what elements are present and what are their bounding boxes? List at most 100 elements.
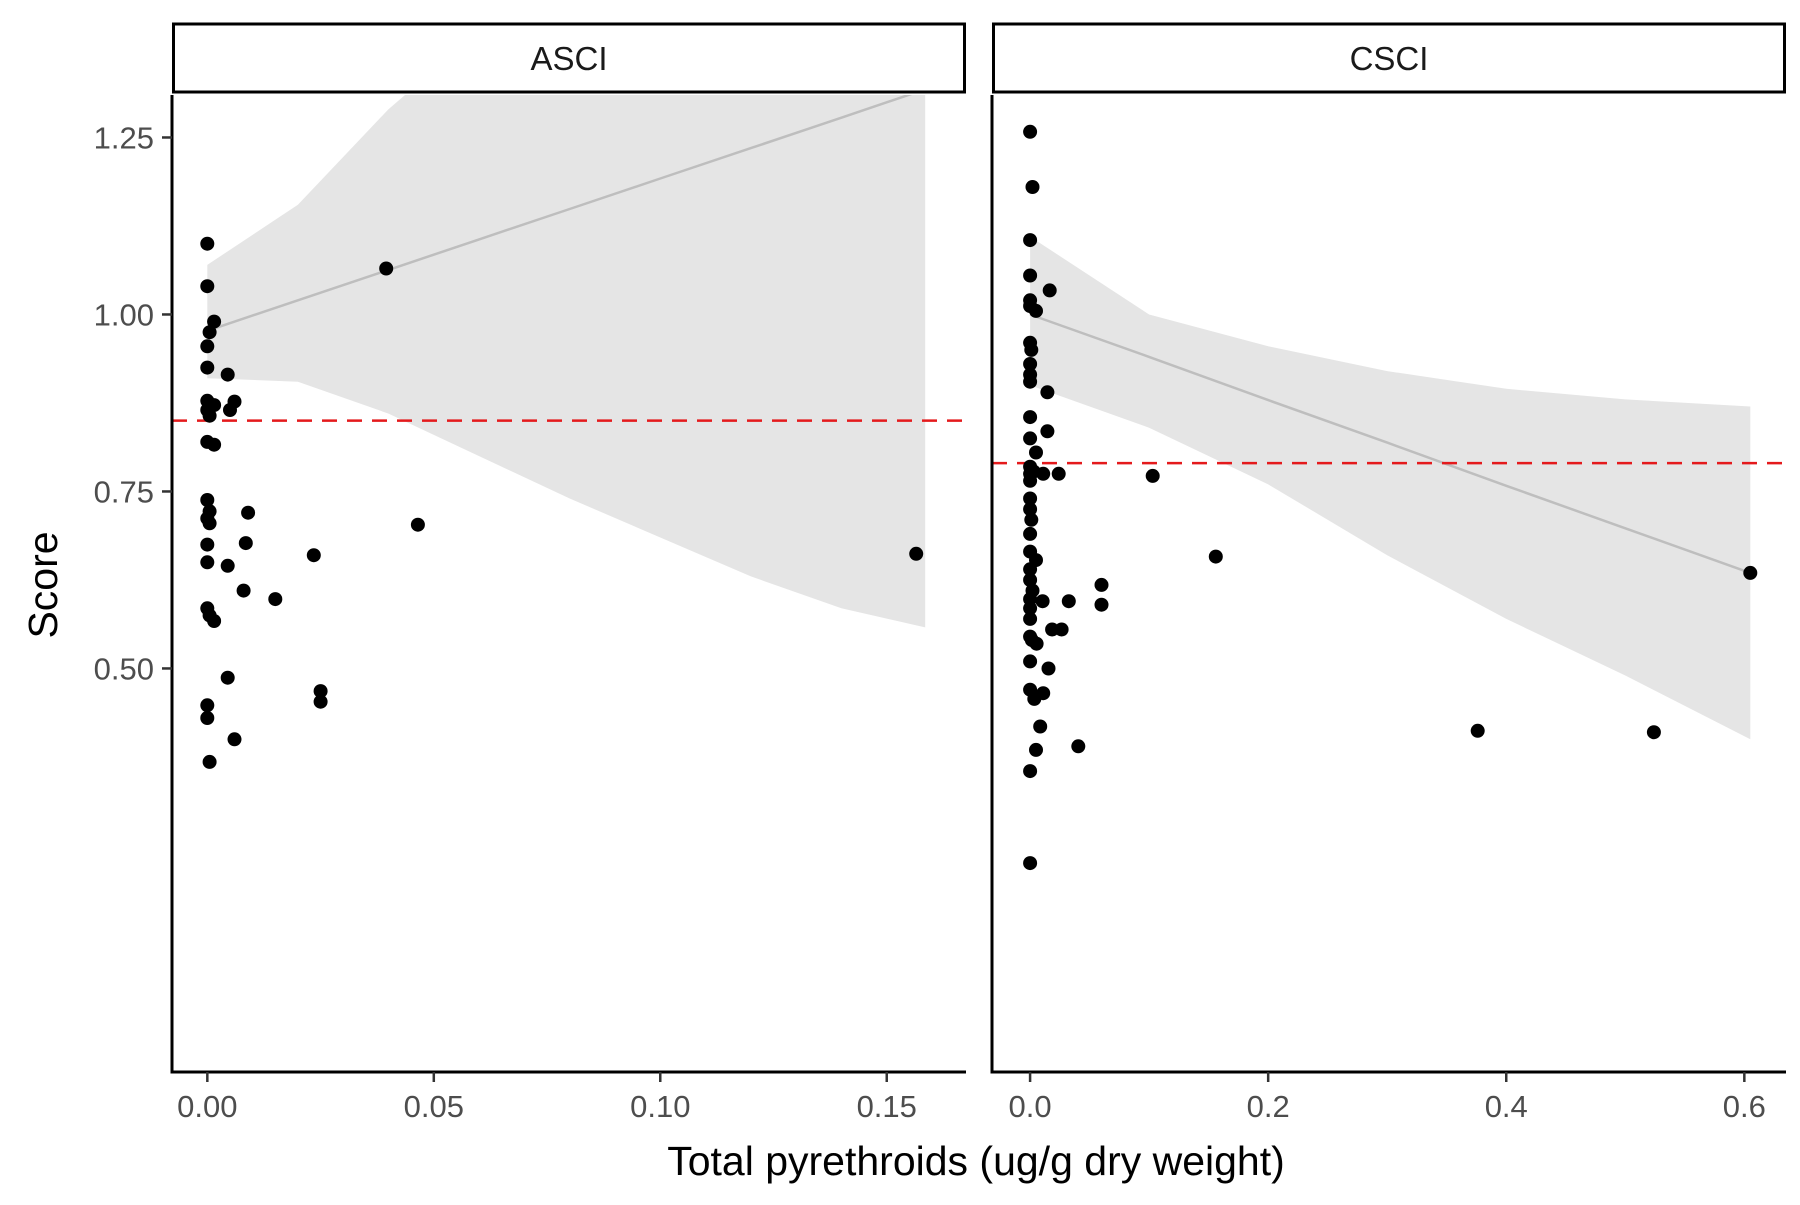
data-point-asci xyxy=(313,684,328,699)
data-point-asci xyxy=(306,548,321,563)
data-point-asci xyxy=(410,517,425,532)
data-point-csci xyxy=(1023,233,1038,248)
data-point-csci xyxy=(1024,512,1039,527)
y-tick-label: 1.00 xyxy=(94,297,154,332)
data-point-asci xyxy=(200,236,215,251)
data-point-asci xyxy=(200,493,215,507)
panel-content-asci xyxy=(172,95,966,769)
x-tick-label-csci: 0.6 xyxy=(1723,1089,1766,1124)
data-point-csci xyxy=(1646,725,1661,740)
data-point-csci xyxy=(1094,577,1109,592)
panel-content-csci xyxy=(992,124,1786,871)
data-point-asci xyxy=(236,583,251,598)
data-point-csci xyxy=(1054,622,1069,637)
data-point-csci xyxy=(1041,661,1056,676)
data-point-csci xyxy=(1035,594,1050,609)
data-point-asci xyxy=(202,754,217,769)
data-point-csci xyxy=(1743,565,1758,580)
data-point-asci xyxy=(227,732,242,747)
data-point-csci xyxy=(1023,124,1038,139)
x-tick-label-asci: 0.00 xyxy=(177,1089,237,1124)
x-tick-label-csci: 0.2 xyxy=(1247,1089,1290,1124)
data-point-csci xyxy=(1040,385,1055,400)
data-point-csci xyxy=(1042,283,1057,298)
data-point-csci xyxy=(1023,431,1038,446)
data-point-asci xyxy=(202,325,217,340)
data-point-asci xyxy=(379,261,394,276)
data-point-asci xyxy=(200,711,215,725)
data-point-asci xyxy=(220,367,235,382)
data-point-csci xyxy=(1023,654,1038,669)
data-point-csci xyxy=(1027,691,1042,706)
data-point-asci xyxy=(200,555,215,570)
data-point-csci xyxy=(1051,466,1066,481)
x-tick-label-csci: 0.0 xyxy=(1009,1089,1052,1124)
data-point-csci xyxy=(1024,342,1039,357)
data-point-asci xyxy=(909,546,924,561)
data-point-asci xyxy=(202,516,217,531)
data-point-asci xyxy=(313,694,328,709)
data-point-asci xyxy=(200,360,215,375)
data-point-csci xyxy=(1023,268,1038,283)
y-tick-label: 1.25 xyxy=(94,120,154,155)
x-tick-label-asci: 0.15 xyxy=(857,1089,917,1124)
data-point-csci xyxy=(1023,601,1038,616)
data-point-csci xyxy=(1023,562,1038,577)
data-point-asci xyxy=(200,537,215,552)
data-point-csci xyxy=(1023,856,1038,871)
confidence-ribbon-csci xyxy=(1030,236,1751,740)
facet-strip-asci xyxy=(172,22,966,94)
data-point-asci xyxy=(238,536,253,551)
data-point-csci xyxy=(1033,719,1048,734)
data-point-csci xyxy=(1040,424,1055,439)
data-point-asci xyxy=(268,592,283,607)
data-point-csci xyxy=(1023,357,1038,371)
data-point-csci xyxy=(1036,466,1051,481)
panel-asci: ASCI 0.00 0.05 0.10 0.15 0.50 0.75 1.00 1.25 xyxy=(94,22,966,1124)
panels-layer: ASCI 0.00 0.05 0.10 0.15 0.50 0.75 1.00 1.25 CSCI… xyxy=(94,22,1786,1124)
data-point-csci xyxy=(1023,611,1038,626)
fit-line-csci xyxy=(1029,313,1751,575)
data-point-asci xyxy=(207,614,222,628)
data-point-asci xyxy=(207,437,222,452)
data-point-csci xyxy=(1023,502,1038,517)
panel-csci: CSCI 0.0 0.2 0.4 0.6 xyxy=(990,22,1786,1124)
x-tick-label-asci: 0.10 xyxy=(630,1089,690,1124)
data-point-csci xyxy=(1023,764,1038,779)
data-point-csci xyxy=(1029,445,1043,460)
data-point-asci xyxy=(202,408,217,423)
facet-strip-label-asci: ASCI xyxy=(530,40,607,77)
x-tick-label-asci: 0.05 xyxy=(404,1089,464,1124)
fit-line-asci xyxy=(206,95,913,332)
data-point-csci xyxy=(1029,636,1044,651)
data-point-csci xyxy=(1094,597,1109,612)
facet-strip-csci xyxy=(992,22,1786,94)
y-axis-title: Score xyxy=(20,531,66,638)
data-point-asci xyxy=(220,670,235,685)
facet-strip-label-csci: CSCI xyxy=(1350,40,1429,77)
data-point-csci xyxy=(1023,573,1038,587)
data-point-csci xyxy=(1023,410,1038,425)
data-point-csci xyxy=(1029,303,1043,318)
data-point-asci xyxy=(200,279,215,294)
data-point-csci xyxy=(1145,468,1160,483)
data-point-csci xyxy=(1023,473,1038,488)
data-point-csci xyxy=(1061,594,1076,609)
data-point-asci xyxy=(220,558,235,573)
data-point-csci xyxy=(1023,374,1038,389)
data-point-asci xyxy=(241,505,256,520)
data-point-csci xyxy=(1023,491,1038,506)
data-point-asci xyxy=(223,403,237,417)
x-axis-title: Total pyrethroids (ug/g dry weight) xyxy=(667,1138,1285,1184)
confidence-ribbon-asci xyxy=(207,95,926,628)
data-point-asci xyxy=(207,314,222,329)
data-point-csci xyxy=(1025,180,1040,194)
data-point-csci xyxy=(1023,526,1038,541)
data-point-csci xyxy=(1071,739,1086,754)
y-tick-label: 0.75 xyxy=(94,474,154,509)
data-point-asci xyxy=(200,339,215,354)
data-point-asci xyxy=(200,698,215,713)
y-tick-label: 0.50 xyxy=(94,651,154,686)
